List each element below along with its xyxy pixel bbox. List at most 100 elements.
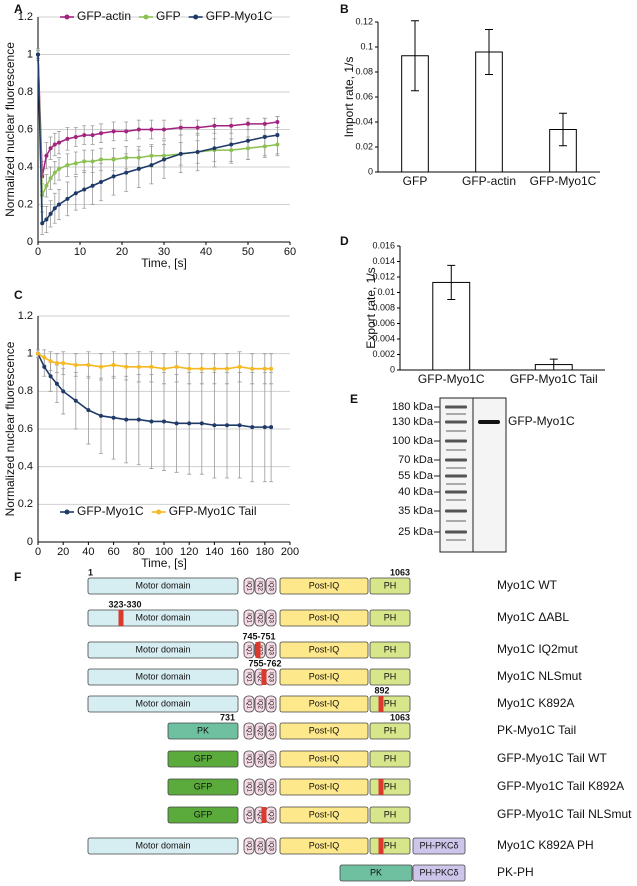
domain-label: IQ2 bbox=[256, 782, 262, 792]
data-point bbox=[65, 196, 70, 201]
data-point bbox=[48, 359, 53, 364]
data-point bbox=[65, 163, 70, 168]
mutation bbox=[378, 838, 384, 854]
marker-band bbox=[445, 420, 467, 424]
data-point bbox=[73, 161, 78, 166]
y-tick-label: 0.6 bbox=[18, 123, 33, 135]
marker-band bbox=[445, 490, 467, 494]
data-point bbox=[90, 183, 95, 188]
marker-band bbox=[445, 439, 467, 443]
data-point bbox=[54, 381, 59, 386]
domain-label: PH bbox=[384, 580, 397, 590]
data-point bbox=[237, 423, 242, 428]
data-point bbox=[44, 217, 49, 222]
residue-label: 323-330 bbox=[108, 599, 141, 609]
x-tick-label: 120 bbox=[180, 546, 198, 558]
y-tick-label: 0.2 bbox=[18, 498, 33, 510]
y-tick-label: 0.004 bbox=[372, 333, 395, 343]
domain bbox=[279, 837, 369, 855]
domain bbox=[254, 609, 266, 627]
data-point bbox=[111, 362, 116, 367]
error-bar bbox=[485, 29, 493, 75]
domain bbox=[369, 609, 411, 627]
data-point bbox=[86, 362, 91, 367]
domain bbox=[279, 695, 369, 713]
x-tick-label: 40 bbox=[82, 546, 94, 558]
domain-label: Post-IQ bbox=[309, 580, 340, 590]
domain-label: IQ3 bbox=[267, 699, 273, 709]
panel-label: C bbox=[14, 288, 23, 302]
residue-label: 1063 bbox=[390, 567, 410, 577]
y-tick-label: 1.2 bbox=[18, 11, 33, 23]
domain-label: Motor domain bbox=[135, 644, 190, 654]
data-point bbox=[99, 131, 103, 136]
data-point bbox=[162, 366, 166, 371]
domain bbox=[265, 837, 277, 855]
legend-label: GFP bbox=[156, 9, 181, 23]
domain-label: PH bbox=[384, 698, 397, 708]
y-tick-label: 0.08 bbox=[355, 66, 373, 76]
domain-label: GFP bbox=[194, 809, 213, 819]
domain-label: IQ3 bbox=[267, 782, 273, 792]
mutation bbox=[378, 779, 384, 795]
data-point bbox=[149, 419, 154, 424]
domain-label: Motor domain bbox=[135, 840, 190, 850]
domain bbox=[265, 722, 277, 740]
data-point bbox=[48, 146, 53, 151]
marker-label: 35 kDa bbox=[398, 505, 434, 517]
marker-label: 180 kDa bbox=[392, 401, 434, 413]
data-point bbox=[174, 364, 179, 369]
domain bbox=[254, 722, 266, 740]
domain bbox=[369, 668, 411, 686]
error-bar bbox=[411, 20, 419, 92]
data-point bbox=[99, 180, 103, 184]
marker-band bbox=[445, 458, 467, 462]
domain-label: PH bbox=[384, 612, 397, 622]
panel-label: A bbox=[14, 2, 23, 16]
domain-label: Post-IQ bbox=[309, 725, 340, 735]
domain bbox=[167, 806, 239, 824]
y-tick-label: 0.04 bbox=[355, 116, 373, 126]
y-tick-label: 0.01 bbox=[377, 287, 395, 297]
y-axis-label: Export rate, 1/s bbox=[364, 267, 378, 348]
y-axis-label: Normalized nuclear fluorescence bbox=[3, 341, 17, 516]
data-point bbox=[237, 364, 242, 369]
data-point bbox=[82, 159, 87, 164]
data-point bbox=[178, 125, 183, 130]
data-point bbox=[212, 123, 217, 128]
domain bbox=[87, 641, 239, 659]
x-tick-label: 80 bbox=[133, 546, 145, 558]
data-point bbox=[262, 425, 267, 430]
data-point bbox=[73, 398, 78, 403]
data-point bbox=[124, 129, 129, 134]
x-tick-label: 40 bbox=[200, 246, 212, 258]
domain-label: IQ1 bbox=[245, 645, 251, 655]
y-tick-label: 0.006 bbox=[372, 318, 395, 328]
domain bbox=[279, 609, 369, 627]
data-point bbox=[269, 425, 274, 430]
faint-band bbox=[446, 539, 466, 541]
domain-label: PH bbox=[384, 753, 397, 763]
data-point bbox=[199, 421, 204, 426]
data-point bbox=[262, 121, 267, 126]
domain bbox=[265, 641, 277, 659]
x-axis-label: Time, [s] bbox=[141, 256, 187, 270]
domain bbox=[369, 806, 411, 824]
domain-label: PH-PKCδ bbox=[419, 840, 458, 850]
domain-label: PH bbox=[384, 809, 397, 819]
domain bbox=[279, 577, 369, 595]
x-tick-label: 20 bbox=[57, 546, 69, 558]
domain bbox=[254, 695, 266, 713]
data-point bbox=[187, 421, 192, 426]
y-tick-label: 1.2 bbox=[18, 310, 33, 322]
domain-label: PH bbox=[384, 840, 397, 850]
error-bar bbox=[447, 264, 456, 300]
data-point bbox=[44, 183, 49, 188]
faint-band bbox=[446, 413, 466, 415]
domain-label: IQ2 bbox=[256, 581, 262, 591]
construct-name: Myo1C K892A bbox=[497, 696, 574, 710]
domain-label: IQ3 bbox=[267, 672, 273, 682]
domain-label: Motor domain bbox=[135, 580, 190, 590]
domain-label: PH-PKCδ bbox=[419, 867, 458, 877]
y-tick-label: 0.012 bbox=[372, 271, 395, 281]
